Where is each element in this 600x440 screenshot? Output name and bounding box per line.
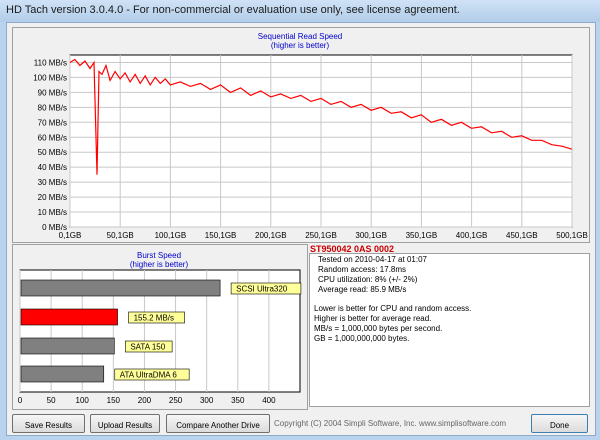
read-y-tick-label: 110 MB/s (34, 58, 67, 67)
burst-x-tick-label: 300 (200, 396, 214, 405)
burst-x-tick-label: 250 (169, 396, 183, 405)
burst-bar (20, 365, 105, 383)
burst-x-tick-label: 150 (107, 396, 121, 405)
burst-bar-label: SCSI Ultra320 (236, 285, 288, 294)
read-y-tick-label: 20 MB/s (38, 193, 67, 202)
info-note-gb-definition: GB = 1,000,000,000 bytes. (314, 334, 410, 343)
info-note-lower-better: Lower is better for CPU and random acces… (314, 304, 472, 313)
read-y-tick-label: 90 MB/s (38, 88, 67, 97)
upload-results-button[interactable]: Upload Results (90, 414, 160, 433)
burst-bar (20, 279, 221, 297)
read-x-tick-label: 200,1GB (255, 231, 287, 240)
read-x-tick-label: 400,1GB (456, 231, 488, 240)
burst-bar-label-box (128, 311, 185, 324)
read-x-tick-label: 350,1GB (406, 231, 438, 240)
read-chart-title-block: Sequential Read Speed (higher is better) (12, 32, 588, 50)
burst-bar-label-box (230, 282, 302, 295)
burst-x-tick-label: 100 (76, 396, 90, 405)
burst-chart-title: Burst Speed (136, 251, 182, 260)
compare-another-drive-button[interactable]: Compare Another Drive (166, 414, 270, 433)
burst-x-tick-label: 0 (18, 396, 23, 405)
info-random-access: Random access: 17.8ms (318, 265, 407, 274)
read-chart-title: Sequential Read Speed (257, 32, 343, 41)
read-x-tick-label: 0,1GB (59, 231, 82, 240)
read-x-tick-label: 100,1GB (155, 231, 187, 240)
read-x-tick-label: 300,1GB (355, 231, 387, 240)
burst-bar-label: 155.2 MB/s (134, 314, 174, 323)
burst-bar (20, 308, 118, 326)
burst-x-tick-label: 50 (47, 396, 56, 405)
read-y-tick-label: 30 MB/s (38, 178, 67, 187)
read-y-tick-label: 10 MB/s (38, 208, 67, 217)
read-x-tick-label: 500,1GB (556, 231, 588, 240)
drive-model: ST950042 0AS 0002 (310, 244, 395, 254)
save-results-button[interactable]: Save Results (12, 414, 85, 433)
done-button[interactable]: Done (531, 414, 588, 433)
title-bar: HD Tach version 3.0.4.0 - For non-commer… (0, 0, 600, 22)
info-average-read: Average read: 85.9 MB/s (318, 285, 407, 294)
info-note-mbs-definition: MB/s = 1,000,000 bytes per second. (314, 324, 443, 333)
read-y-tick-label: 50 MB/s (38, 148, 67, 157)
burst-x-tick-label: 350 (231, 396, 245, 405)
read-y-tick-label: 100 MB/s (33, 73, 67, 82)
burst-chart-subtitle: (higher is better) (129, 260, 189, 269)
burst-bar-label-box (125, 340, 173, 353)
read-y-tick-label: 60 MB/s (38, 133, 67, 142)
copyright-text: Copyright (C) 2004 Simpli Software, Inc.… (274, 419, 507, 428)
read-y-tick-label: 40 MB/s (38, 163, 67, 172)
window-title: HD Tach version 3.0.4.0 - For non-commer… (6, 4, 460, 16)
burst-bar-label-box (114, 368, 190, 381)
read-x-tick-label: 150,1GB (205, 231, 237, 240)
burst-x-tick-label: 400 (262, 396, 276, 405)
read-y-tick-label: 70 MB/s (38, 118, 67, 127)
read-y-tick-label: 0 MB/s (42, 223, 67, 232)
read-x-tick-label: 50,1GB (107, 231, 134, 240)
burst-bar (20, 337, 115, 355)
read-x-tick-label: 250,1GB (305, 231, 337, 240)
burst-bar-label: ATA UltraDMA 6 (120, 371, 178, 380)
info-note-higher-better: Higher is better for average read. (314, 314, 432, 323)
burst-x-tick-label: 200 (138, 396, 152, 405)
read-chart-subtitle: (higher is better) (270, 41, 330, 50)
burst-bar-label: SATA 150 (130, 343, 165, 352)
burst-chart-title-block: Burst Speed (higher is better) (12, 251, 306, 269)
read-y-tick-label: 80 MB/s (38, 103, 67, 112)
drive-info-box: Tested on 2010-04-17 at 01:07 Random acc… (309, 253, 590, 407)
read-x-tick-label: 450,1GB (506, 231, 538, 240)
info-cpu-utilization: CPU utilization: 8% (+/- 2%) (318, 275, 418, 284)
info-tested-date: Tested on 2010-04-17 at 01:07 (318, 255, 427, 264)
read-speed-line (69, 58, 573, 175)
